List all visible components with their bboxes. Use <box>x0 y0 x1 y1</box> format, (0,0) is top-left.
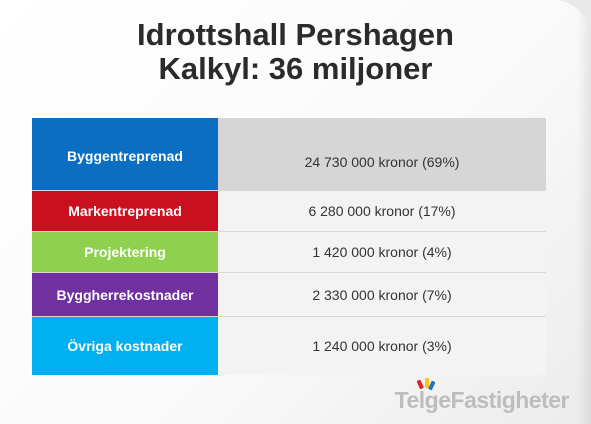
row-label-byggherrekostnader: Byggherrekostnader <box>32 273 218 316</box>
telge-fastigheter-logo: TelgeFastigheter <box>379 378 570 418</box>
row-value-markentreprenad: 6 280 000 kronor (17%) <box>218 191 546 231</box>
page-title: Idrottshall Pershagen Kalkyl: 36 miljone… <box>0 18 591 86</box>
cost-table: Byggentreprenad 24 730 000 kronor (69%) … <box>32 118 546 375</box>
table-row: Projektering 1 420 000 kronor (4%) <box>32 232 546 273</box>
row-value-byggherrekostnader: 2 330 000 kronor (7%) <box>218 273 546 316</box>
row-value-projektering: 1 420 000 kronor (4%) <box>218 232 546 272</box>
row-label-projektering: Projektering <box>32 232 218 272</box>
table-row: Byggentreprenad 24 730 000 kronor (69%) <box>32 118 546 191</box>
table-row: Övriga kostnader 1 240 000 kronor (3%) <box>32 317 546 375</box>
row-value-ovriga-kostnader: 1 240 000 kronor (3%) <box>218 317 546 375</box>
table-row: Byggherrekostnader 2 330 000 kronor (7%) <box>32 273 546 317</box>
row-label-markentreprenad: Markentreprenad <box>32 191 218 231</box>
title-line-1: Idrottshall Pershagen <box>137 17 454 52</box>
table-row: Markentreprenad 6 280 000 kronor (17%) <box>32 191 546 232</box>
title-line-2: Kalkyl: 36 miljoner <box>158 51 433 86</box>
logo-text: TelgeFastigheter <box>394 387 570 413</box>
row-label-ovriga-kostnader: Övriga kostnader <box>32 317 218 375</box>
row-value-byggentreprenad: 24 730 000 kronor (69%) <box>218 118 546 190</box>
telge-logo-mark-icon <box>417 378 435 391</box>
row-label-byggentreprenad: Byggentreprenad <box>32 118 218 190</box>
